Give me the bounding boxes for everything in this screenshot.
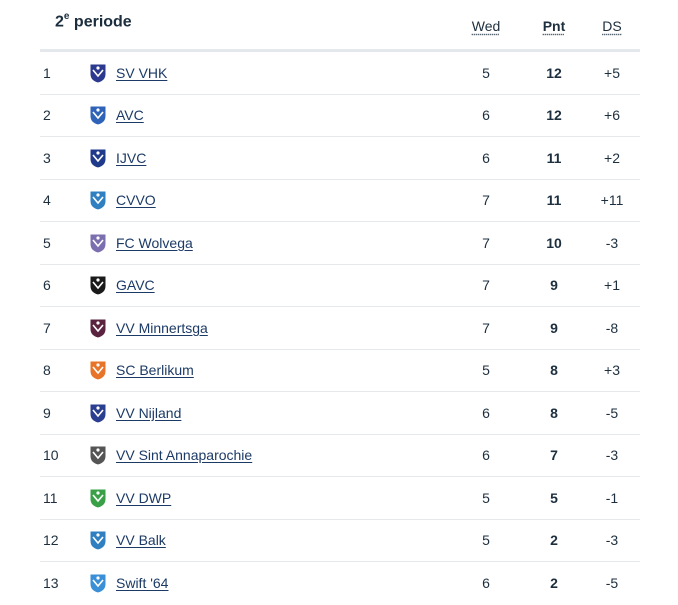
row-pnt: 2 [550, 574, 558, 591]
row-ds: -8 [605, 319, 619, 336]
table-row: 7 VV Minnertsga 7 9 -8 [40, 307, 640, 350]
row-pnt: 5 [550, 489, 558, 506]
fc-wolvega-crest-icon [88, 232, 108, 254]
team-link[interactable]: VV Nijland [116, 404, 182, 421]
balk-crest-icon [88, 529, 108, 551]
row-ds: -3 [605, 447, 619, 464]
row-pnt: 9 [550, 319, 558, 336]
team-link[interactable]: SC Berlikum [116, 362, 194, 379]
row-position: 4 [43, 192, 51, 209]
row-wed: 6 [482, 447, 490, 464]
row-wed: 7 [482, 277, 490, 294]
row-position: 13 [43, 574, 59, 591]
team-link[interactable]: VV DWP [116, 489, 172, 506]
minnertsga-crest-icon [88, 317, 108, 339]
row-ds: -1 [605, 489, 619, 506]
team-link[interactable]: VV Sint Annaparochie [116, 447, 253, 464]
gavc-crest-icon [88, 274, 108, 296]
row-pnt: 7 [550, 447, 558, 464]
row-wed: 7 [482, 319, 490, 336]
row-wed: 5 [482, 489, 490, 506]
table-row: 1 SV VHK 5 12 +5 [40, 52, 640, 95]
row-pnt: 8 [550, 404, 558, 421]
row-ds: +5 [604, 64, 620, 81]
table-row: 3 IJVC 6 11 +2 [40, 137, 640, 180]
table-row: 4 CVVO 7 11 +11 [40, 180, 640, 222]
nijland-crest-icon [88, 402, 108, 424]
table-row: 10 VV Sint Annaparochie 6 7 -3 [40, 435, 640, 477]
row-position: 11 [43, 489, 58, 506]
cvvo-crest-icon [88, 189, 108, 211]
table-row: 11 VV DWP 5 5 -1 [40, 477, 640, 520]
team-link[interactable]: Swift '64 [116, 574, 169, 591]
row-wed: 6 [482, 107, 490, 124]
row-pnt: 11 [546, 149, 562, 166]
table-body: 1 SV VHK 5 12 +5 2 AVC 6 12 +6 3 IJVC 6 11 +2 4 CVVO… [40, 52, 640, 604]
row-wed: 7 [482, 192, 490, 209]
row-ds: +11 [600, 192, 624, 209]
team-link[interactable]: GAVC [116, 277, 155, 294]
table-row: 13 Swift '64 6 2 -5 [40, 562, 640, 604]
table-header: 2e periode Wed Pnt DS [40, 0, 640, 52]
row-position: 12 [43, 532, 59, 549]
row-position: 8 [43, 362, 51, 379]
row-wed: 6 [482, 404, 490, 421]
team-link[interactable]: VV Balk [116, 532, 166, 549]
team-link[interactable]: AVC [116, 107, 144, 124]
row-wed: 6 [482, 574, 490, 591]
team-link[interactable]: SV VHK [116, 64, 168, 81]
team-link[interactable]: VV Minnertsga [116, 319, 208, 336]
row-ds: +6 [604, 107, 620, 124]
row-ds: +1 [604, 277, 620, 294]
team-link[interactable]: FC Wolvega [116, 234, 193, 251]
row-position: 10 [43, 447, 59, 464]
row-pnt: 8 [550, 362, 558, 379]
row-position: 2 [43, 107, 51, 124]
column-header-wed[interactable]: Wed [471, 18, 501, 34]
berlikum-crest-icon [88, 359, 108, 381]
table-row: 5 FC Wolvega 7 10 -3 [40, 222, 640, 265]
row-wed: 6 [482, 149, 490, 166]
column-header-pnt[interactable]: Pnt [542, 18, 566, 34]
row-pnt: 2 [550, 532, 558, 549]
table-row: 2 AVC 6 12 +6 [40, 95, 640, 137]
row-ds: +3 [604, 362, 620, 379]
row-position: 6 [43, 277, 51, 294]
dwp-crest-icon [88, 487, 108, 509]
row-wed: 5 [482, 362, 490, 379]
row-position: 1 [43, 64, 51, 81]
table-row: 12 VV Balk 5 2 -3 [40, 520, 640, 562]
table-row: 9 VV Nijland 6 8 -5 [40, 392, 640, 435]
table-row: 6 GAVC 7 9 +1 [40, 265, 640, 307]
avc-crest-icon [88, 104, 108, 126]
row-position: 3 [43, 149, 51, 166]
row-wed: 7 [482, 234, 490, 251]
row-ds: -3 [605, 234, 619, 251]
row-pnt: 12 [546, 107, 562, 124]
row-wed: 5 [482, 532, 490, 549]
row-pnt: 10 [546, 234, 562, 251]
row-ds: +2 [604, 149, 620, 166]
row-ds: -5 [605, 574, 619, 591]
vhk-crest-icon [88, 62, 108, 84]
team-link[interactable]: IJVC [116, 149, 147, 166]
swift64-crest-icon [88, 572, 108, 594]
team-link[interactable]: CVVO [116, 192, 156, 209]
row-position: 7 [43, 319, 51, 336]
row-pnt: 9 [550, 277, 558, 294]
row-ds: -5 [605, 404, 619, 421]
row-position: 5 [43, 234, 51, 251]
table-title: 2e periode [55, 11, 132, 31]
ijvc-crest-icon [88, 147, 108, 169]
table-row: 8 SC Berlikum 5 8 +3 [40, 350, 640, 392]
annaparochie-crest-icon [88, 444, 108, 466]
row-pnt: 11 [546, 192, 562, 209]
row-ds: -3 [605, 532, 619, 549]
row-wed: 5 [482, 64, 490, 81]
row-pnt: 12 [546, 64, 562, 81]
standings-table: 2e periode Wed Pnt DS 1 SV VHK 5 12 +5 2 AVC… [40, 0, 640, 604]
column-header-ds[interactable]: DS [602, 18, 622, 34]
row-position: 9 [43, 404, 51, 421]
